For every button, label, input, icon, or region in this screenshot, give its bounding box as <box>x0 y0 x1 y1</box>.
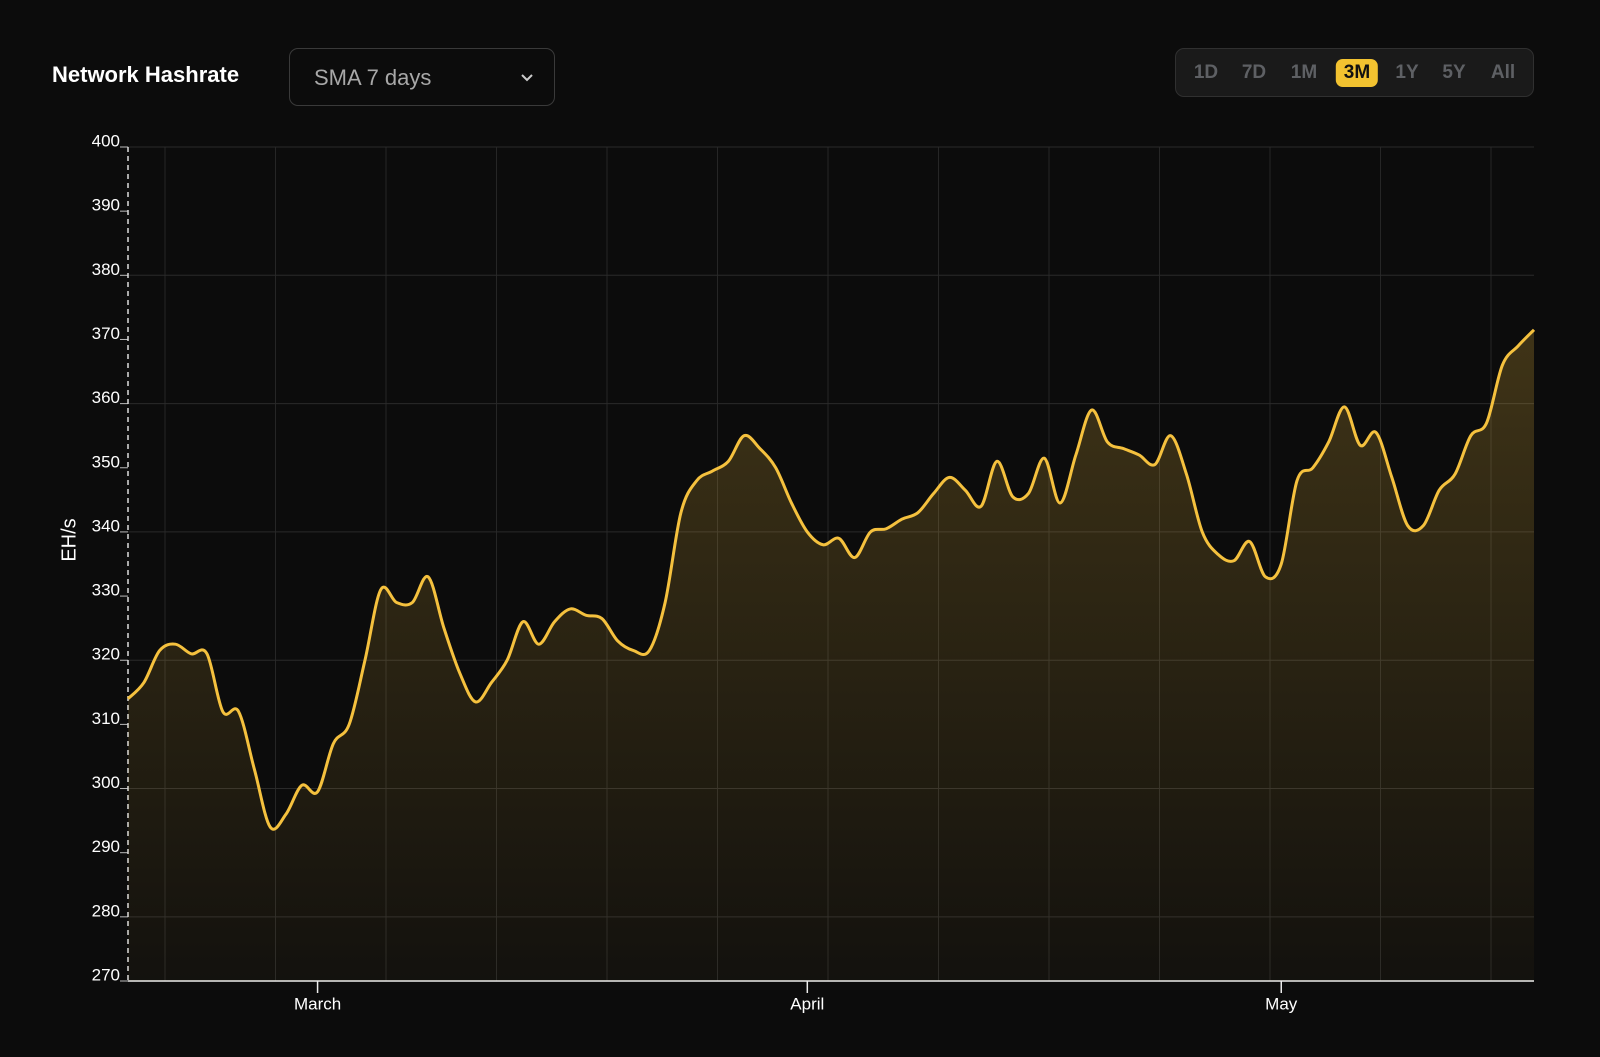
y-tick-label: 320 <box>92 645 120 664</box>
y-tick-label: 340 <box>92 516 120 535</box>
y-tick-label: 360 <box>92 388 120 407</box>
range-button[interactable]: 7D <box>1241 62 1267 83</box>
y-tick-label: 300 <box>92 773 120 792</box>
x-tick-label: April <box>790 994 824 1013</box>
y-tick-label: 400 <box>92 131 120 150</box>
y-axis-label: EH/s <box>58 518 80 561</box>
range-button[interactable]: 1Y <box>1395 62 1419 83</box>
y-tick-label: 290 <box>92 837 120 856</box>
range-button[interactable]: 1D <box>1193 62 1219 83</box>
range-button[interactable]: All <box>1490 62 1516 83</box>
y-tick-label: 390 <box>92 196 120 215</box>
x-tick-label: March <box>294 994 341 1013</box>
y-tick-label: 330 <box>92 581 120 600</box>
x-tick-label: May <box>1265 994 1298 1013</box>
y-tick-label: 350 <box>92 452 120 471</box>
y-tick-label: 310 <box>92 709 120 728</box>
chart-title: Network Hashrate <box>52 62 240 87</box>
dropdown-label: SMA 7 days <box>314 65 432 90</box>
range-button[interactable]: 5Y <box>1442 62 1466 83</box>
average-dropdown[interactable]: SMA 7 days <box>289 48 555 106</box>
y-tick-label: 370 <box>92 324 120 343</box>
y-tick-label: 270 <box>92 965 120 984</box>
area-fill <box>128 329 1534 981</box>
y-tick-label: 380 <box>92 260 120 279</box>
hashrate-line <box>126 328 1536 831</box>
range-button[interactable]: 1M <box>1290 62 1318 83</box>
chevron <box>521 74 533 82</box>
y-tick-label: 280 <box>92 901 120 920</box>
range-selector: 1D 7D 1M 3M 1Y 5Y All <box>1175 48 1534 97</box>
range-button[interactable]: 3M <box>1335 59 1379 87</box>
